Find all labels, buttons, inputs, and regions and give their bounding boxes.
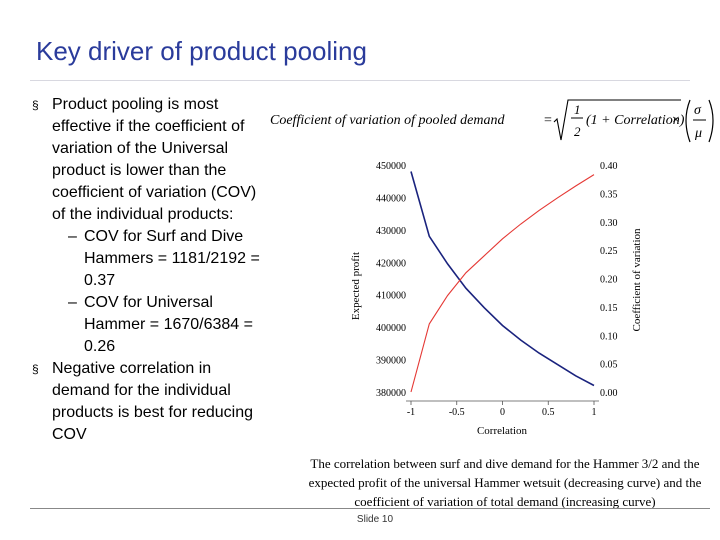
formula-sigma: σ (694, 103, 702, 118)
sqrt-sign (553, 99, 681, 141)
y-tick-left-label: 440000 (376, 193, 406, 204)
sub-bullet-item: – COV for Surf and Dive Hammers = 1181/2… (32, 226, 262, 292)
bullet-text: Product pooling is most effective if the… (52, 96, 257, 223)
x-tick-label: 0.5 (542, 407, 555, 418)
sub-bullet-marker: – (68, 294, 77, 311)
formula-paren-expr: (1 + Correlation) (586, 113, 685, 128)
x-tick-label: -0.5 (449, 407, 465, 418)
bullet-item: § Product pooling is most effective if t… (32, 94, 262, 226)
formula-times: × (672, 113, 680, 128)
y-tick-right-label: 0.20 (600, 275, 618, 286)
formula-equals: = (544, 113, 552, 128)
title-divider (30, 80, 690, 81)
y-tick-right-label: 0.15 (600, 303, 618, 314)
coefficient-of-variation-line (410, 174, 595, 393)
footer-divider (30, 508, 710, 509)
formula-lhs: Coefficient of variation of pooled deman… (270, 113, 505, 128)
bullet-item: § Negative correlation in demand for the… (32, 358, 262, 446)
y-tick-right-label: 0.35 (600, 189, 618, 200)
left-paren (685, 99, 691, 143)
bullet-text: Negative correlation in demand for the i… (52, 360, 253, 443)
formula-frac-num: 1 (574, 102, 581, 117)
right-paren (708, 99, 714, 143)
y-tick-right-label: 0.30 (600, 218, 618, 229)
expected-profit-line (410, 171, 595, 387)
slide-number: Slide 10 (356, 514, 394, 525)
x-axis-label: Correlation (477, 425, 528, 437)
formula-mu: μ (694, 126, 702, 141)
sub-bullet-text: COV for Surf and Dive Hammers = 1181/219… (84, 228, 260, 289)
cov-formula: Coefficient of variation of pooled deman… (270, 99, 714, 143)
y-tick-left-label: 410000 (376, 291, 406, 302)
formula-frac-den: 2 (574, 124, 581, 139)
bullet-marker: § (32, 98, 39, 112)
y-axis-right-label: Coefficient of variation (631, 228, 643, 332)
bullet-marker: § (32, 362, 39, 376)
y-tick-left-label: 390000 (376, 356, 406, 367)
sub-bullet-text: COV for Universal Hammer = 1670/6384 = 0… (84, 294, 253, 355)
sub-bullet-item: – COV for Universal Hammer = 1670/6384 =… (32, 292, 262, 358)
y-tick-right-label: 0.00 (600, 388, 618, 399)
y-tick-left-label: 380000 (376, 388, 406, 399)
sub-bullet-marker: – (68, 228, 77, 245)
y-tick-left-label: 450000 (376, 161, 406, 172)
slide-footer: Slide 10 (0, 514, 720, 525)
y-tick-right-label: 0.40 (600, 161, 618, 172)
x-tick-label: 1 (592, 407, 597, 418)
y-tick-right-label: 0.05 (600, 360, 618, 371)
y-tick-right-label: 0.25 (600, 246, 618, 257)
bullet-list: § Product pooling is most effective if t… (32, 94, 262, 446)
y-tick-left-label: 420000 (376, 258, 406, 269)
x-tick-label: -1 (407, 407, 415, 418)
y-tick-left-label: 400000 (376, 323, 406, 334)
y-axis-left-label: Expected profit (350, 252, 362, 320)
y-tick-right-label: 0.10 (600, 331, 618, 342)
slide-title: Key driver of product pooling (36, 36, 367, 66)
y-tick-left-label: 430000 (376, 226, 406, 237)
x-tick-label: 0 (500, 407, 505, 418)
chart-caption: The correlation between surf and dive de… (308, 456, 702, 509)
